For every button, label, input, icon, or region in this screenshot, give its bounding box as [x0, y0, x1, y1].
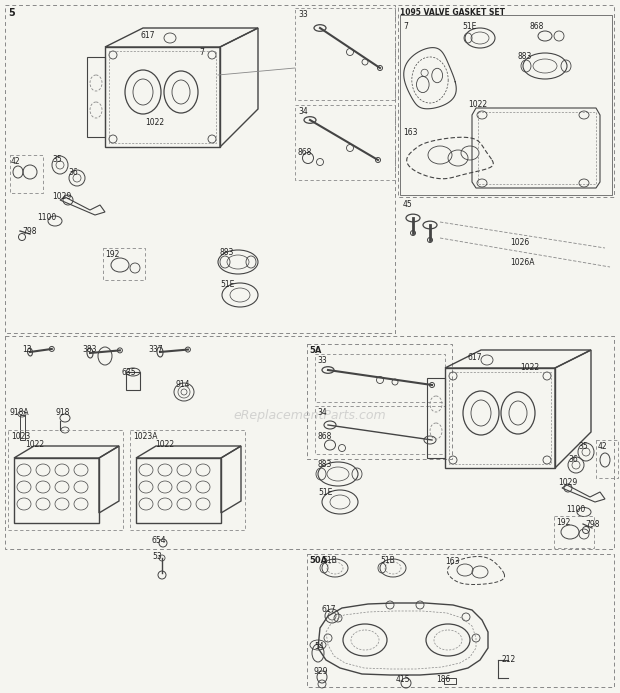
Bar	[400, 15, 612, 195]
Text: 868: 868	[317, 432, 331, 441]
Text: 868: 868	[530, 22, 544, 31]
Text: 54: 54	[314, 642, 324, 651]
Text: 1023A: 1023A	[133, 432, 157, 441]
Text: 1095 VALVE GASKET SET: 1095 VALVE GASKET SET	[399, 8, 505, 17]
Text: 192: 192	[105, 250, 120, 259]
Bar	[478, 112, 596, 184]
Bar	[427, 378, 445, 458]
Text: 918A: 918A	[10, 408, 30, 417]
Bar	[398, 5, 614, 197]
Bar	[105, 47, 220, 147]
Text: 186: 186	[436, 675, 450, 684]
Bar	[14, 458, 99, 523]
Text: 918: 918	[56, 408, 71, 417]
Bar	[87, 57, 105, 137]
Bar	[20, 415, 25, 440]
Text: 34: 34	[298, 107, 308, 116]
Bar	[5, 336, 614, 549]
Text: 415: 415	[396, 675, 410, 684]
Text: 798: 798	[585, 520, 600, 529]
Text: 36: 36	[68, 168, 78, 177]
Text: 617: 617	[322, 605, 337, 614]
Bar	[10, 155, 43, 193]
Bar	[295, 105, 395, 180]
Text: 929: 929	[314, 667, 329, 676]
Text: 1029: 1029	[52, 192, 71, 201]
Text: 337: 337	[148, 345, 162, 354]
Bar	[126, 372, 140, 390]
Text: 163: 163	[403, 128, 417, 137]
Bar	[315, 406, 445, 454]
Text: 883: 883	[220, 248, 234, 257]
Bar	[596, 440, 618, 478]
Text: 383: 383	[82, 345, 97, 354]
Text: 34: 34	[317, 408, 327, 417]
Text: 1022: 1022	[146, 118, 164, 127]
Text: 7: 7	[200, 48, 205, 57]
Bar	[5, 5, 395, 333]
Text: 192: 192	[556, 518, 570, 527]
Bar	[136, 458, 221, 523]
Text: 51E: 51E	[318, 488, 332, 497]
Text: 42: 42	[11, 157, 20, 166]
Text: 33: 33	[317, 356, 327, 365]
Text: 1022: 1022	[25, 440, 44, 449]
Text: 1026: 1026	[510, 238, 529, 247]
Bar	[307, 554, 614, 687]
Text: 35: 35	[52, 155, 62, 164]
Text: 883: 883	[318, 460, 332, 469]
Text: 51B: 51B	[322, 556, 337, 565]
Text: 868: 868	[298, 148, 312, 157]
Text: 53: 53	[152, 552, 162, 561]
Bar	[445, 368, 555, 468]
Bar	[315, 354, 445, 402]
Text: 5: 5	[8, 8, 15, 18]
Text: 1029: 1029	[558, 478, 577, 487]
Text: 883: 883	[518, 52, 533, 61]
Text: 5A: 5A	[309, 346, 321, 355]
Text: 654: 654	[152, 536, 167, 545]
Text: 13: 13	[22, 345, 32, 354]
Text: 1100: 1100	[37, 213, 56, 222]
Text: 212: 212	[502, 655, 516, 664]
Text: 1026A: 1026A	[510, 258, 534, 267]
Bar	[307, 344, 452, 459]
Bar	[103, 248, 145, 280]
Bar	[8, 430, 123, 530]
Text: 50A: 50A	[309, 556, 327, 565]
Text: 617: 617	[141, 31, 155, 40]
Bar	[109, 51, 216, 143]
Text: eReplacementParts.com: eReplacementParts.com	[234, 408, 386, 421]
Text: 1022: 1022	[155, 440, 174, 449]
Text: 7: 7	[403, 22, 408, 31]
Text: 36: 36	[568, 455, 578, 464]
Text: 635: 635	[122, 368, 136, 377]
Text: 1100: 1100	[566, 505, 585, 514]
Bar	[130, 430, 245, 530]
Bar	[449, 372, 551, 464]
Bar	[444, 678, 456, 684]
Text: 51E: 51E	[220, 280, 234, 289]
Text: 35: 35	[578, 442, 588, 451]
Text: 163: 163	[445, 557, 459, 566]
Bar	[554, 516, 594, 548]
Text: 45: 45	[403, 200, 413, 209]
Text: 51E: 51E	[462, 22, 476, 31]
Text: 914: 914	[176, 380, 190, 389]
Text: 33: 33	[298, 10, 308, 19]
Bar	[295, 8, 395, 100]
Text: 1023: 1023	[11, 432, 30, 441]
Text: 42: 42	[598, 442, 608, 451]
Text: 798: 798	[22, 227, 37, 236]
Text: 1022: 1022	[468, 100, 487, 109]
Text: 1022: 1022	[520, 363, 539, 372]
Text: 51B: 51B	[380, 556, 395, 565]
Text: 617: 617	[468, 353, 482, 362]
